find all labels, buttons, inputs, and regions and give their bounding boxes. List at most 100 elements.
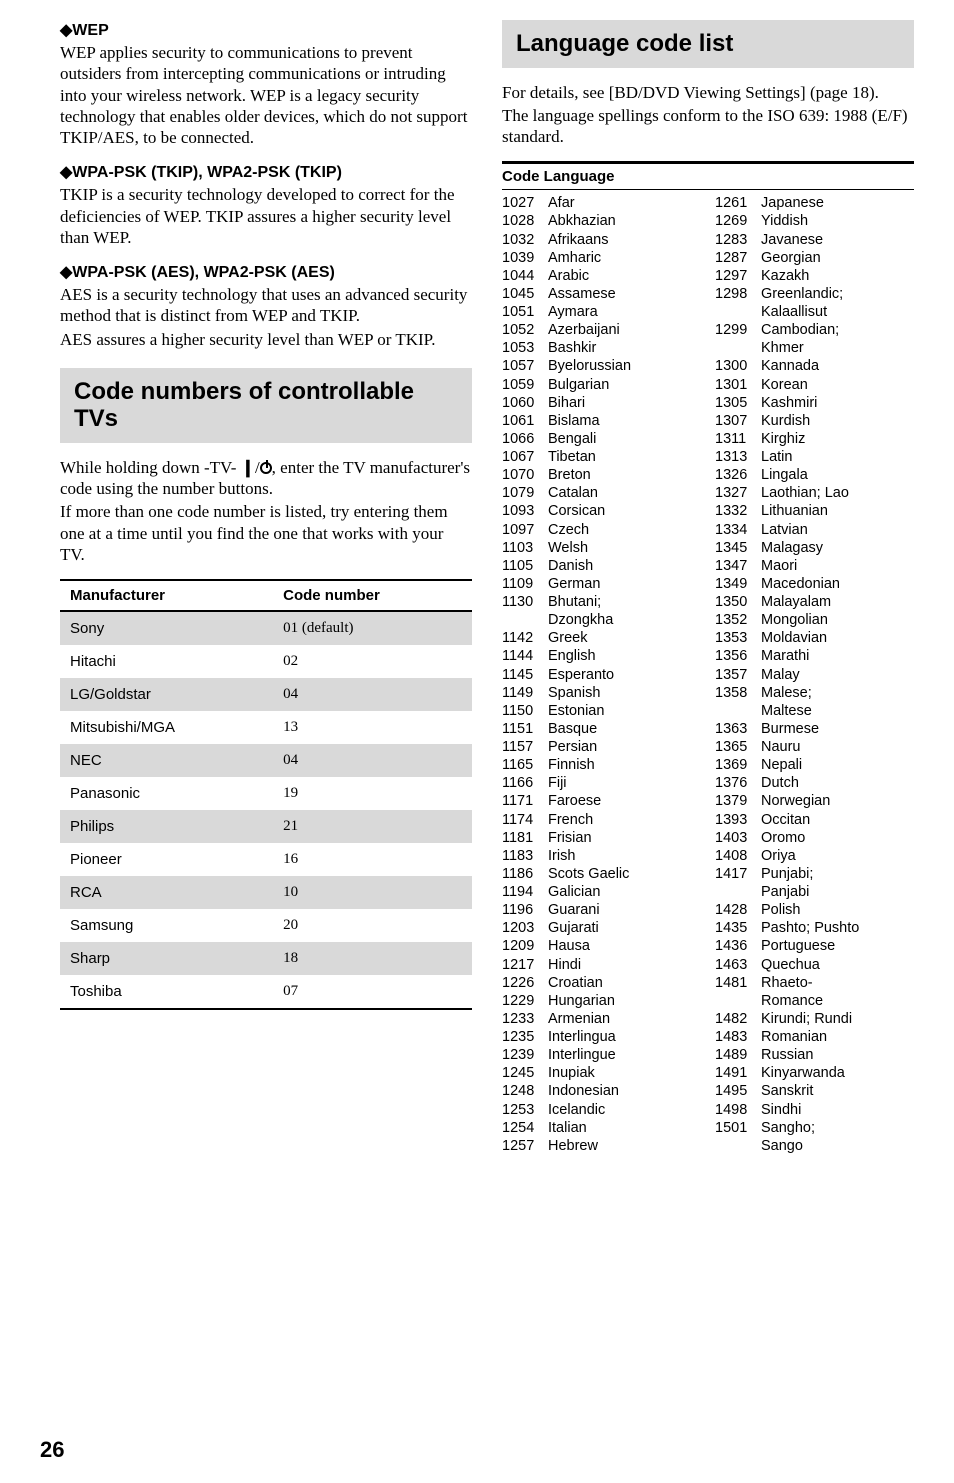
- lang-code: 1053: [502, 339, 548, 357]
- lang-name: Russian: [761, 1046, 914, 1064]
- table-row: Sony01 (default): [60, 611, 472, 645]
- lang-code: 1052: [502, 321, 548, 339]
- lang-name: Afar: [548, 194, 701, 212]
- lang-name: Romanian: [761, 1028, 914, 1046]
- lang-row: 1183Irish: [502, 847, 701, 865]
- lang-code: 1109: [502, 575, 548, 593]
- lang-name: Azerbaijani: [548, 321, 701, 339]
- lang-name: Breton: [548, 466, 701, 484]
- mfr-name: Pioneer: [60, 843, 273, 876]
- lang-name: Nauru: [761, 738, 914, 756]
- lang-name: Finnish: [548, 756, 701, 774]
- lang-name: Dzongkha: [548, 611, 701, 629]
- mfr-name: Panasonic: [60, 777, 273, 810]
- table-row: Pioneer16: [60, 843, 472, 876]
- lang-code: 1483: [715, 1028, 761, 1046]
- lang-code: 1353: [715, 629, 761, 647]
- lang-name: Malagasy: [761, 539, 914, 557]
- lang-code: 1417: [715, 865, 761, 883]
- lang-row: 1428Polish: [715, 901, 914, 919]
- lang-code: 1498: [715, 1101, 761, 1119]
- lang-name: Bislama: [548, 412, 701, 430]
- lang-code: 1326: [715, 466, 761, 484]
- lang-name: Kannada: [761, 357, 914, 375]
- lang-row: 1269Yiddish: [715, 212, 914, 230]
- lang-code: 1196: [502, 901, 548, 919]
- lang-row: 1059Bulgarian: [502, 376, 701, 394]
- lang-name: Interlingue: [548, 1046, 701, 1064]
- lang-name: Panjabi: [761, 883, 914, 901]
- lang-name: German: [548, 575, 701, 593]
- lang-name: Dutch: [761, 774, 914, 792]
- lang-code: 1379: [715, 792, 761, 810]
- mfr-name: Hitachi: [60, 645, 273, 678]
- mfr-name: Toshiba: [60, 975, 273, 1009]
- lang-name: Kirghiz: [761, 430, 914, 448]
- lang-row: 1495Sanskrit: [715, 1082, 914, 1100]
- lang-row: 1298Greenlandic;: [715, 285, 914, 303]
- lang-name: Persian: [548, 738, 701, 756]
- lang-row: 1283Javanese: [715, 231, 914, 249]
- lang-row: 1363Burmese: [715, 720, 914, 738]
- lang-name: French: [548, 811, 701, 829]
- lang-name: Assamese: [548, 285, 701, 303]
- lang-code: [502, 611, 548, 629]
- mfr-name: Samsung: [60, 909, 273, 942]
- lang-code: 1203: [502, 919, 548, 937]
- lang-name: Polish: [761, 901, 914, 919]
- lang-code: [715, 883, 761, 901]
- lang-code: 1066: [502, 430, 548, 448]
- lang-row: 1334Latvian: [715, 521, 914, 539]
- lang-code: 1356: [715, 647, 761, 665]
- lang-row: 1358Malese;: [715, 684, 914, 702]
- lang-row: 1300Kannada: [715, 357, 914, 375]
- lang-name: Gujarati: [548, 919, 701, 937]
- lang-code: 1357: [715, 666, 761, 684]
- lang-code: 1283: [715, 231, 761, 249]
- lang-row: 1379Norwegian: [715, 792, 914, 810]
- table-row: Mitsubishi/MGA13: [60, 711, 472, 744]
- lang-row: 1171Faroese: [502, 792, 701, 810]
- lang-code: 1057: [502, 357, 548, 375]
- wep-body: WEP applies security to communications t…: [60, 42, 472, 148]
- lang-code: 1181: [502, 829, 548, 847]
- lang-code: 1495: [715, 1082, 761, 1100]
- lang-code: 1142: [502, 629, 548, 647]
- lang-name: Kalaallisut: [761, 303, 914, 321]
- lang-code: 1365: [715, 738, 761, 756]
- lang-code: 1369: [715, 756, 761, 774]
- lang-row: 1483Romanian: [715, 1028, 914, 1046]
- lang-name: Catalan: [548, 484, 701, 502]
- lang-row: 1186Scots Gaelic: [502, 865, 701, 883]
- tv-body2: If more than one code number is listed, …: [60, 501, 472, 565]
- language-table: 1027Afar1028Abkhazian1032Afrikaans1039Am…: [502, 194, 914, 1155]
- lang-name: Korean: [761, 376, 914, 394]
- lang-row: Khmer: [715, 339, 914, 357]
- lang-row: 1347Maori: [715, 557, 914, 575]
- table-row: Philips21: [60, 810, 472, 843]
- lang-code: [715, 303, 761, 321]
- lang-row: 1053Bashkir: [502, 339, 701, 357]
- lang-row: 1149Spanish: [502, 684, 701, 702]
- lang-row: 1501Sangho;: [715, 1119, 914, 1137]
- lang-name: Kirundi; Rundi: [761, 1010, 914, 1028]
- lang-name: Maltese: [761, 702, 914, 720]
- tv-body1: While holding down -TV- ❙/, enter the TV…: [60, 457, 472, 500]
- lang-name: Irish: [548, 847, 701, 865]
- lang-row: 1248Indonesian: [502, 1082, 701, 1100]
- lang-row: 1245Inupiak: [502, 1064, 701, 1082]
- mfr-code: 19: [273, 777, 472, 810]
- lang-row: 1365Nauru: [715, 738, 914, 756]
- lang-row: 1403Oromo: [715, 829, 914, 847]
- lang-code: 1130: [502, 593, 548, 611]
- lang-code: 1311: [715, 430, 761, 448]
- lang-name: Croatian: [548, 974, 701, 992]
- lang-row: 1239Interlingue: [502, 1046, 701, 1064]
- lang-code: [715, 702, 761, 720]
- lang-name: Latvian: [761, 521, 914, 539]
- lang-row: 1369Nepali: [715, 756, 914, 774]
- lang-row: 1079Catalan: [502, 484, 701, 502]
- lang-code: 1491: [715, 1064, 761, 1082]
- lang-name: Indonesian: [548, 1082, 701, 1100]
- lang-code: 1039: [502, 249, 548, 267]
